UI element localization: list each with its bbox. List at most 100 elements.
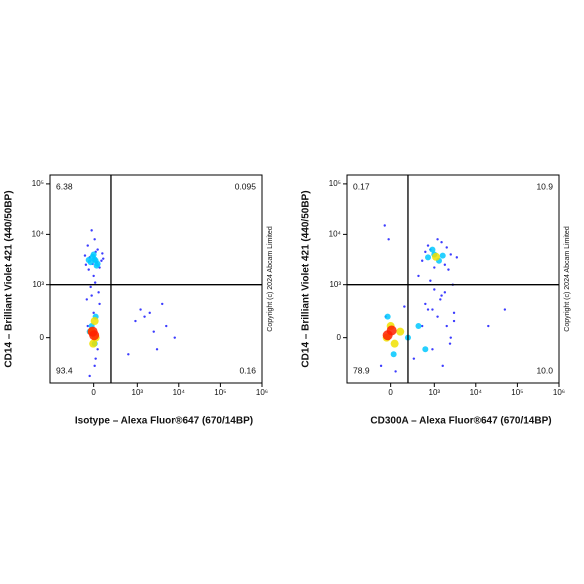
event-dot	[443, 263, 447, 266]
event-dot	[90, 229, 93, 232]
event-dot	[433, 266, 436, 269]
copyright-note: Copyright (c) 2024 Abcam Limited	[267, 226, 274, 332]
event-dot	[152, 330, 155, 333]
x-tick-label: 10³	[429, 388, 441, 397]
event-dot	[85, 298, 88, 301]
event-dot	[383, 224, 386, 227]
quadrant-percent: 0.095	[235, 181, 257, 191]
event-dot	[429, 279, 432, 282]
event-dot	[424, 302, 427, 306]
quadrant-percent: 10.0	[536, 365, 553, 375]
x-tick-label: 10⁵	[214, 388, 226, 397]
event-dot	[421, 259, 424, 262]
event-dot	[436, 238, 439, 241]
event-dot	[421, 324, 424, 328]
event-dot	[390, 339, 399, 348]
y-tick-label: 0	[40, 333, 45, 342]
event-dot	[148, 311, 151, 315]
event-dot	[90, 294, 93, 297]
plot-frame	[346, 174, 560, 384]
event-dot	[96, 248, 99, 251]
event-dot	[439, 252, 446, 259]
event-dot	[387, 238, 390, 241]
quadrant-percent: 93.4	[56, 365, 73, 375]
event-dot	[445, 246, 448, 249]
event-dot	[396, 327, 405, 336]
event-dot	[455, 256, 459, 259]
event-dot	[101, 252, 104, 255]
event-dot	[449, 336, 452, 339]
event-dot	[440, 240, 443, 244]
event-dot	[134, 319, 137, 323]
event-dot	[127, 353, 130, 356]
event-dot	[87, 268, 90, 271]
x-tick-label: 0	[91, 388, 96, 397]
event-dot	[422, 346, 429, 353]
event-dot	[384, 313, 391, 320]
event-dot	[425, 254, 432, 261]
event-dot	[93, 238, 96, 241]
event-dot	[417, 274, 420, 278]
event-dot	[93, 364, 96, 368]
event-dot	[92, 257, 99, 264]
event-dot	[449, 253, 452, 256]
event-dot	[92, 274, 95, 278]
event-dot	[102, 257, 105, 260]
event-dot	[90, 317, 99, 326]
x-axis-label: Isotype – Alexa Fluor®647 (670/14BP)	[75, 416, 253, 427]
event-dot	[403, 305, 406, 308]
event-dot	[503, 308, 507, 311]
event-dot	[161, 302, 164, 306]
y-tick-label: 0	[337, 333, 342, 342]
quadrant-percent: 0.17	[353, 181, 370, 191]
event-dot	[88, 374, 91, 378]
event-dot	[412, 357, 416, 360]
event-dot	[94, 357, 97, 360]
event-dot	[89, 339, 98, 348]
event-dot	[426, 308, 430, 311]
event-dot	[439, 298, 442, 301]
event-dot	[173, 336, 176, 339]
quadrant-percent: 0.16	[239, 365, 256, 375]
event-dot	[436, 315, 439, 318]
event-dot	[85, 257, 92, 264]
x-tick-label: 10⁶	[553, 388, 565, 397]
y-tick-label: 10⁴	[329, 229, 342, 238]
event-dot	[424, 250, 427, 254]
event-dot	[92, 311, 95, 315]
quadrant-percent: 78.9	[353, 365, 370, 375]
y-tick-label: 10⁵	[32, 179, 44, 188]
x-tick-label: 10⁴	[470, 388, 483, 397]
y-axis-label: CD14 – Brilliant Violet 421 (440/50BP)	[4, 190, 15, 367]
y-tick-label: 10⁵	[329, 179, 341, 188]
event-dot	[431, 308, 434, 311]
event-dot	[98, 302, 101, 306]
x-tick-label: 10⁴	[173, 388, 186, 397]
event-dot	[440, 294, 443, 297]
event-dot	[445, 324, 448, 328]
x-tick-label: 0	[388, 388, 393, 397]
event-dot	[97, 291, 100, 294]
event-dot	[96, 348, 99, 351]
event-dot	[386, 325, 397, 336]
y-tick-label: 10³	[32, 280, 44, 289]
event-dot	[89, 330, 100, 341]
event-dot	[487, 324, 490, 328]
y-tick-label: 10⁴	[32, 229, 45, 238]
event-dot	[441, 364, 444, 368]
event-dot	[443, 291, 447, 294]
event-dot	[93, 281, 97, 284]
event-dot	[448, 342, 452, 345]
event-dot	[432, 252, 441, 261]
quadrant-percent: 10.9	[536, 181, 553, 191]
event-dot	[89, 285, 92, 289]
event-dot	[429, 246, 436, 253]
y-tick-label: 10³	[329, 280, 341, 289]
event-dot	[90, 251, 97, 258]
plot-frame	[49, 174, 263, 384]
y-axis-label: CD14 – Brilliant Violet 421 (440/50BP)	[301, 190, 312, 367]
event-dot	[143, 315, 146, 318]
event-dot	[452, 311, 456, 315]
event-dot	[83, 254, 87, 257]
